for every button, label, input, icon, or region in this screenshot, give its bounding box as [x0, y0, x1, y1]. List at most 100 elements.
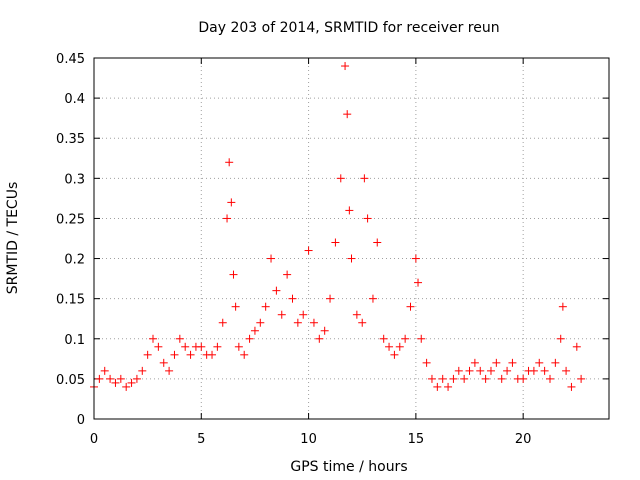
- data-point: [385, 342, 394, 351]
- y-tick-label: 0.3: [64, 172, 85, 187]
- data-point: [352, 310, 361, 319]
- data-point: [186, 350, 195, 359]
- data-point: [529, 366, 538, 375]
- data-point: [261, 302, 270, 311]
- data-point: [486, 366, 495, 375]
- data-point: [231, 302, 240, 311]
- y-tick-label: 0: [77, 413, 85, 428]
- data-point: [545, 374, 554, 383]
- data-point: [417, 334, 426, 343]
- y-tick-label: 0.15: [56, 293, 85, 308]
- y-tick-label: 0.25: [56, 212, 85, 227]
- data-point: [170, 350, 179, 359]
- data-point: [449, 374, 458, 383]
- data-point: [395, 342, 404, 351]
- data-point: [562, 366, 571, 375]
- data-point: [197, 342, 206, 351]
- data-point: [288, 294, 297, 303]
- data-point: [225, 158, 234, 167]
- data-point: [508, 358, 517, 367]
- data-point: [360, 174, 369, 183]
- data-point: [567, 382, 576, 391]
- data-point: [454, 366, 463, 375]
- data-point: [149, 334, 158, 343]
- data-point: [540, 366, 549, 375]
- data-point: [519, 374, 528, 383]
- data-point: [326, 294, 335, 303]
- data-point: [250, 326, 259, 335]
- data-point: [143, 350, 152, 359]
- data-point: [427, 374, 436, 383]
- data-point: [165, 366, 174, 375]
- data-point: [315, 334, 324, 343]
- data-point: [358, 318, 367, 327]
- data-point: [245, 334, 254, 343]
- data-point: [293, 318, 302, 327]
- data-point: [213, 342, 222, 351]
- y-tick-label: 0.4: [64, 92, 85, 107]
- data-point: [411, 254, 420, 263]
- data-point: [433, 382, 442, 391]
- y-tick-label: 0.45: [56, 52, 85, 67]
- data-point: [373, 238, 382, 247]
- y-tick-label: 0.35: [56, 132, 85, 147]
- chart-title: Day 203 of 2014, SRMTID for receiver reu…: [198, 20, 499, 36]
- data-point: [100, 366, 109, 375]
- data-points: [90, 62, 586, 391]
- data-point: [558, 302, 567, 311]
- y-tick-label: 0.1: [64, 333, 85, 348]
- data-point: [470, 358, 479, 367]
- data-point: [347, 254, 356, 263]
- data-point: [138, 366, 147, 375]
- data-point: [577, 374, 586, 383]
- data-point: [422, 358, 431, 367]
- data-point: [390, 350, 399, 359]
- data-point: [106, 374, 115, 383]
- data-point: [223, 214, 232, 223]
- data-point: [401, 334, 410, 343]
- data-point: [111, 378, 120, 387]
- data-point: [368, 294, 377, 303]
- data-point: [406, 302, 415, 311]
- data-point: [132, 374, 141, 383]
- data-point: [208, 350, 217, 359]
- data-point: [116, 374, 125, 383]
- data-point: [492, 358, 501, 367]
- data-point: [299, 310, 308, 319]
- data-point: [240, 350, 249, 359]
- grid-lines: [94, 58, 609, 419]
- data-point: [341, 62, 350, 71]
- data-point: [476, 366, 485, 375]
- data-point: [95, 374, 104, 383]
- data-point: [556, 334, 565, 343]
- data-point: [444, 382, 453, 391]
- x-tick-label: 10: [300, 432, 317, 447]
- data-point: [154, 342, 163, 351]
- data-point: [277, 310, 286, 319]
- data-point: [481, 374, 490, 383]
- data-point: [363, 214, 372, 223]
- data-point: [503, 366, 512, 375]
- data-point: [535, 358, 544, 367]
- data-point: [320, 326, 329, 335]
- data-point: [227, 198, 236, 207]
- data-point: [572, 342, 581, 351]
- x-tick-label: 0: [90, 432, 98, 447]
- data-point: [304, 246, 313, 255]
- data-point: [267, 254, 276, 263]
- data-point: [181, 342, 190, 351]
- y-axis-title: SRMTID / TECUs: [5, 182, 21, 295]
- data-point: [234, 342, 243, 351]
- x-tick-label: 20: [515, 432, 532, 447]
- data-point: [159, 358, 168, 367]
- data-point: [336, 174, 345, 183]
- data-point: [497, 374, 506, 383]
- x-tick-label: 15: [408, 432, 425, 447]
- data-point: [218, 318, 227, 327]
- data-point: [438, 374, 447, 383]
- data-point: [379, 334, 388, 343]
- x-axis-title: GPS time / hours: [290, 459, 407, 475]
- y-tick-label: 0.2: [64, 253, 85, 268]
- data-point: [345, 206, 354, 215]
